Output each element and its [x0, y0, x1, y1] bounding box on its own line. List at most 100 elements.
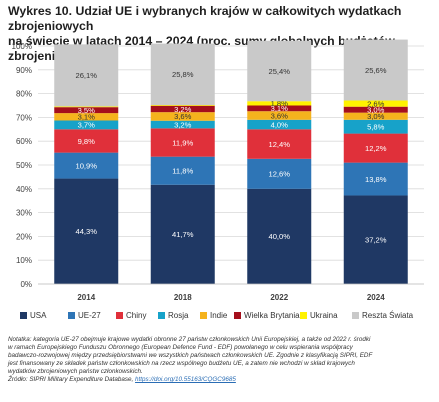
bar-segment	[54, 120, 119, 130]
data-label: 3,6%	[271, 111, 289, 120]
x-tick-label: 2022	[270, 293, 288, 302]
data-label: 3,0%	[367, 112, 385, 121]
data-label: 37,2%	[365, 236, 387, 245]
note-line-3: badawczo-rozwojowej między przedsiębiors…	[8, 352, 373, 360]
data-label: 10,9%	[75, 161, 97, 170]
data-label: 3,0%	[367, 105, 385, 114]
legend-swatch	[20, 312, 27, 319]
bar-segment	[247, 40, 312, 102]
y-tick-label: 0%	[20, 280, 32, 289]
legend-swatch	[158, 312, 165, 319]
source-link[interactable]: https://doi.org/10.55163/CQGC9685	[135, 376, 236, 384]
bar-segment	[247, 101, 312, 106]
note-line-1: Notatka: kategoria UE-27 obejmuje krajow…	[8, 336, 371, 343]
bar-segment	[343, 162, 408, 196]
data-label: 4,0%	[271, 120, 289, 129]
data-label: 25,8%	[172, 70, 194, 79]
legend-label: Reszta Świata	[362, 311, 414, 320]
data-label: 3,2%	[174, 120, 192, 129]
data-label: 12,4%	[268, 140, 290, 149]
y-tick-label: 10%	[16, 256, 32, 265]
legend-label: Rosja	[168, 311, 189, 320]
data-label: 3,5%	[78, 106, 96, 115]
bar-segment	[247, 111, 312, 120]
y-tick-label: 20%	[16, 232, 32, 241]
legend-label: Indie	[210, 311, 228, 320]
legend-label: Wielka Brytania	[244, 311, 300, 320]
x-tick-label: 2024	[367, 293, 385, 302]
data-label: 9,8%	[78, 137, 96, 146]
bar-segment	[54, 106, 119, 108]
y-tick-label: 40%	[16, 185, 32, 194]
legend-label: Chiny	[126, 311, 146, 320]
bar-segment	[150, 128, 215, 157]
chart-note: Notatka: kategoria UE-27 obejmuje krajow…	[8, 336, 436, 385]
bar-segment	[54, 129, 119, 153]
data-label: 1,8%	[271, 99, 289, 108]
bar-segment	[343, 39, 408, 101]
legend-label: USA	[30, 311, 47, 320]
bar-segment	[54, 152, 119, 179]
legend-swatch	[200, 312, 207, 319]
bar-segment	[343, 119, 408, 134]
data-label: 11,8%	[172, 167, 193, 176]
bar-segment	[150, 105, 215, 106]
y-tick-label: 100%	[12, 42, 32, 51]
data-label: 25,6%	[365, 66, 387, 75]
bar-segment	[150, 184, 215, 284]
data-label: 3,2%	[174, 105, 192, 114]
bar-segment	[343, 133, 408, 163]
bar-segment	[247, 158, 312, 189]
y-tick-label: 30%	[16, 209, 32, 218]
data-label: 3,6%	[174, 112, 192, 121]
bar-segment	[247, 129, 312, 159]
bar-segment	[343, 100, 408, 107]
bar-segment	[247, 188, 312, 284]
bar-segment	[343, 112, 408, 120]
bar-segment	[54, 107, 119, 114]
legend-swatch	[68, 312, 75, 319]
data-label: 12,2%	[365, 144, 387, 153]
data-label: 3,1%	[78, 113, 96, 122]
y-tick-label: 90%	[16, 66, 32, 75]
bar-segment	[150, 112, 215, 121]
bar-segment	[54, 113, 119, 121]
x-tick-label: 2018	[174, 293, 192, 302]
y-tick-label: 50%	[16, 161, 32, 170]
data-label: 3,1%	[271, 104, 289, 113]
legend-swatch	[352, 312, 359, 319]
bar-segment	[247, 119, 312, 130]
bar-segment	[343, 106, 408, 113]
y-tick-label: 60%	[16, 137, 32, 146]
bar-segment	[54, 178, 119, 284]
data-label: 5,8%	[367, 122, 385, 131]
x-tick-label: 2014	[77, 293, 95, 302]
data-label: 3,7%	[78, 121, 96, 130]
bar-segment	[247, 105, 312, 112]
source-prefix: Źródło: SIPRI Military Expenditure Datab…	[8, 376, 136, 384]
bar-segment	[150, 120, 215, 129]
data-label: 44,3%	[75, 227, 97, 236]
note-line-5: wydatków zbrojeniowych państw członkowsk…	[8, 368, 143, 376]
data-label: 41,7%	[172, 230, 194, 239]
bar-segment	[54, 44, 119, 107]
legend-label: UE-27	[78, 311, 101, 320]
y-tick-label: 70%	[16, 113, 32, 122]
legend-label: Ukraina	[310, 311, 338, 320]
data-label: 25,4%	[268, 67, 290, 76]
note-line-2: w ramach Europejskiego Funduszu Obronneg…	[8, 344, 353, 352]
source-line: Źródło: SIPRI Military Expenditure Datab…	[8, 376, 436, 384]
stacked-bar-chart: 0% 10% 20% 30% 40% 50% 60% 70% 80% 90% 100% 44,3% 10…	[12, 39, 424, 320]
bar-segment	[150, 105, 215, 113]
data-label: 40,0%	[268, 232, 290, 241]
data-label: 13,8%	[365, 175, 387, 184]
bar-segment	[150, 43, 215, 106]
note-line-4: jest finansowany ze składek państw człon…	[8, 360, 355, 368]
bar-segment	[343, 195, 408, 284]
legend-swatch	[116, 312, 123, 319]
data-label: 11,9%	[172, 138, 193, 147]
legend-swatch	[234, 312, 241, 319]
y-tick-label: 80%	[16, 90, 32, 99]
data-label: 26,1%	[75, 71, 97, 80]
legend-swatch	[300, 312, 307, 319]
